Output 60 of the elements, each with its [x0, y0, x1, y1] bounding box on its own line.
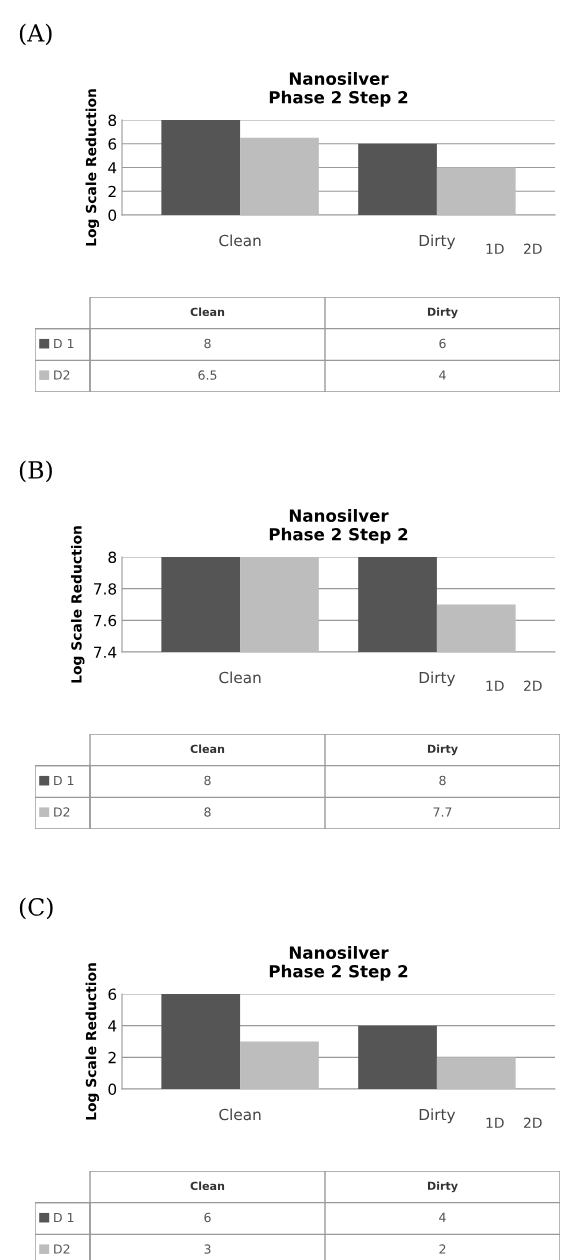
- y-tick-label: 0: [108, 1083, 117, 1096]
- text: (B): [19, 460, 52, 483]
- category-label: Dirty: [427, 744, 458, 756]
- category-label: Dirty: [427, 307, 458, 319]
- text: (A): [19, 23, 52, 46]
- y-tick-label: 2: [108, 185, 116, 198]
- y-tick-label: 8: [108, 114, 117, 127]
- data-label: 6: [204, 1212, 211, 1223]
- y-tick-label: 4: [108, 1020, 117, 1032]
- data-label: 6: [439, 338, 446, 349]
- bar: [358, 143, 437, 215]
- y-axis-title: Log Scale Reduction: [85, 963, 100, 1120]
- y-tick-label: 8: [108, 551, 117, 564]
- bar: [240, 1041, 319, 1089]
- category-label: Clean: [190, 307, 225, 317]
- category-label: Dirty: [427, 1181, 458, 1193]
- bar: [436, 167, 516, 215]
- y-tick-label: 6: [108, 988, 117, 1001]
- y-tick-label: 0: [108, 209, 117, 222]
- data-label: 2: [439, 1244, 446, 1254]
- y-tick-label: 7.4: [94, 646, 117, 658]
- bar: [161, 120, 241, 215]
- y-axis-title: Log Scale Reduction: [85, 89, 100, 246]
- y-tick-label: 7.8: [94, 583, 117, 595]
- chart-title: Nanosilver Phase 2 Step 2: [269, 509, 408, 544]
- category-label: Clean: [190, 1181, 225, 1191]
- data-label: 8: [204, 338, 211, 349]
- bar: [358, 1025, 437, 1089]
- category-label: Clean: [190, 744, 225, 754]
- data-label: 8: [204, 807, 211, 817]
- data-label: 8: [204, 775, 211, 786]
- text: 2D: [524, 243, 542, 254]
- data-label: 6.5: [198, 370, 217, 380]
- data-label: 4: [439, 1212, 446, 1222]
- data-label: 4: [439, 370, 446, 380]
- legend-label: D2: [54, 1244, 70, 1254]
- legend-label: D 1: [54, 775, 74, 786]
- chart-title: Nanosilver Phase 2 Step 2: [269, 946, 408, 981]
- text: 1D: [486, 680, 504, 691]
- text: 1D: [486, 243, 504, 254]
- text: 1D: [486, 1117, 504, 1128]
- chart-title: Nanosilver Phase 2 Step 2: [269, 72, 408, 107]
- text: 2D: [524, 680, 542, 691]
- bar: [161, 994, 241, 1089]
- y-tick-label: 2: [108, 1051, 116, 1064]
- y-tick-label: 4: [108, 162, 117, 174]
- legend-label: D 1: [54, 1212, 74, 1223]
- data-label: 3: [204, 1244, 211, 1254]
- legend-label: D2: [54, 807, 70, 817]
- data-label: 8: [439, 775, 446, 786]
- text: (C): [19, 897, 53, 920]
- y-tick-label: 7.6: [94, 614, 117, 627]
- data-label: 7.7: [433, 807, 452, 817]
- bar: [240, 137, 319, 215]
- y-tick-label: 6: [108, 138, 117, 150]
- legend-label: D 1: [54, 338, 74, 349]
- legend-label: D2: [54, 370, 70, 380]
- bar: [436, 1057, 516, 1089]
- text: 2D: [524, 1117, 542, 1128]
- y-axis-title: Log Scale Reduction: [70, 526, 85, 683]
